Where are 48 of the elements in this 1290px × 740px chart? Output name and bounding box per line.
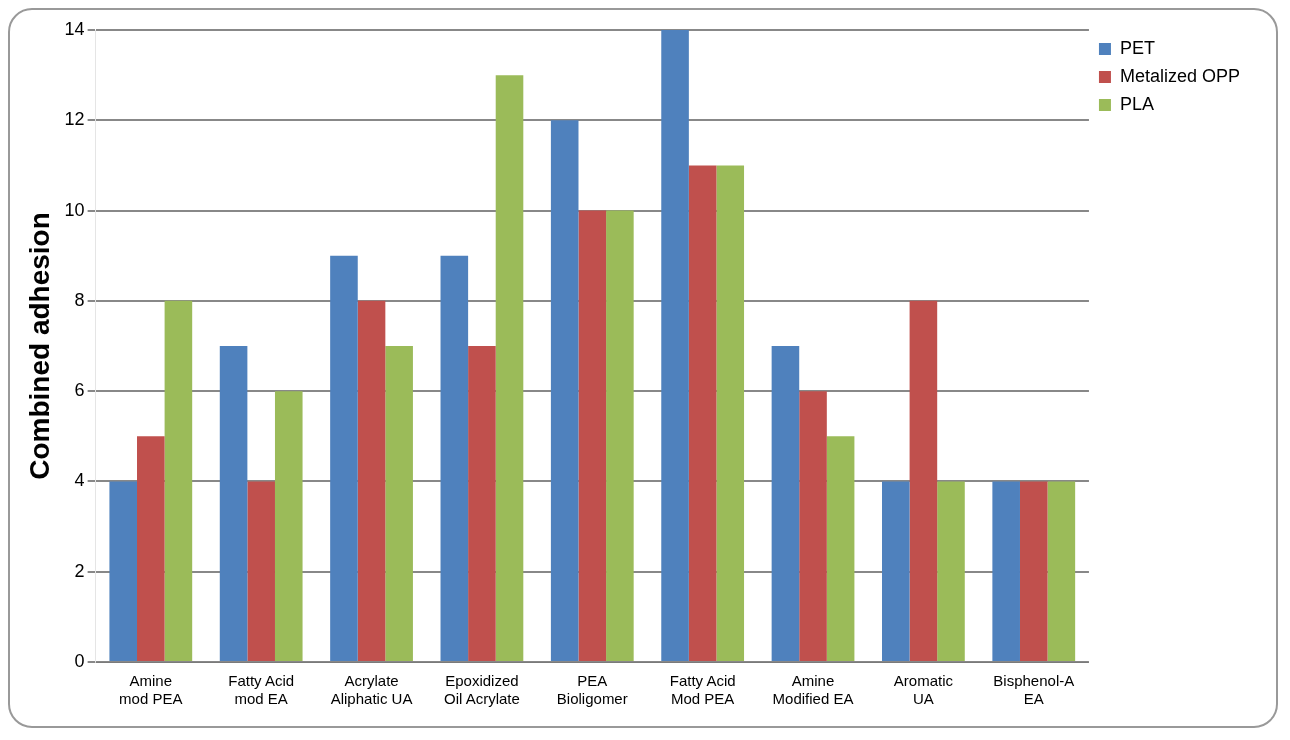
bar <box>882 481 910 661</box>
bar <box>274 391 303 661</box>
bar <box>1019 481 1048 661</box>
bar <box>247 481 275 661</box>
y-tick-label: 4 <box>74 470 85 491</box>
x-tick-label: Epoxidized Oil Acrylate <box>443 672 520 708</box>
bar <box>440 255 469 661</box>
bar <box>606 210 634 661</box>
x-tick-label: Aromatic UA <box>893 672 954 708</box>
y-tick-label: 6 <box>74 380 85 401</box>
x-tick-label: PEA Bioligomer <box>556 672 628 708</box>
y-tick-label: 10 <box>64 199 85 220</box>
bar <box>495 75 524 661</box>
y-tick-label: 8 <box>74 289 85 310</box>
bar <box>799 391 827 661</box>
y-tick-label: 14 <box>64 18 85 39</box>
bar <box>330 255 358 661</box>
bar <box>357 300 386 661</box>
bar <box>716 165 745 661</box>
x-tick-label: Fatty Acid mod EA <box>228 672 295 708</box>
y-tick-label: 0 <box>74 650 85 671</box>
bar <box>661 30 689 661</box>
x-tick-label: Acrylate Aliphatic UA <box>330 672 413 708</box>
bar <box>550 120 579 661</box>
bar <box>1047 481 1076 661</box>
x-tick-label: Amine Modified EA <box>772 672 854 708</box>
y-axis-title: Combined adhesion <box>23 212 55 480</box>
bar <box>468 346 496 661</box>
legend-label: Metalized OPP <box>1119 65 1241 86</box>
bar <box>826 436 855 661</box>
legend-label: PET <box>1119 37 1155 58</box>
legend-label: PLA <box>1119 93 1154 114</box>
y-tick-label: 12 <box>64 109 85 130</box>
bar <box>937 481 965 661</box>
y-tick-label: 2 <box>74 560 85 581</box>
bar <box>164 300 193 661</box>
bar <box>137 436 165 661</box>
bar <box>909 300 938 661</box>
x-tick-label: Amine mod PEA <box>119 672 183 708</box>
bar <box>385 346 413 661</box>
x-tick-label: Fatty Acid Mod PEA <box>669 672 736 708</box>
bar <box>688 165 717 661</box>
bar <box>992 481 1020 661</box>
x-tick-label: Bisphenol-A EA <box>993 672 1075 708</box>
bar <box>109 481 138 661</box>
bar <box>578 210 607 661</box>
bar <box>219 346 248 661</box>
bar <box>771 346 800 661</box>
